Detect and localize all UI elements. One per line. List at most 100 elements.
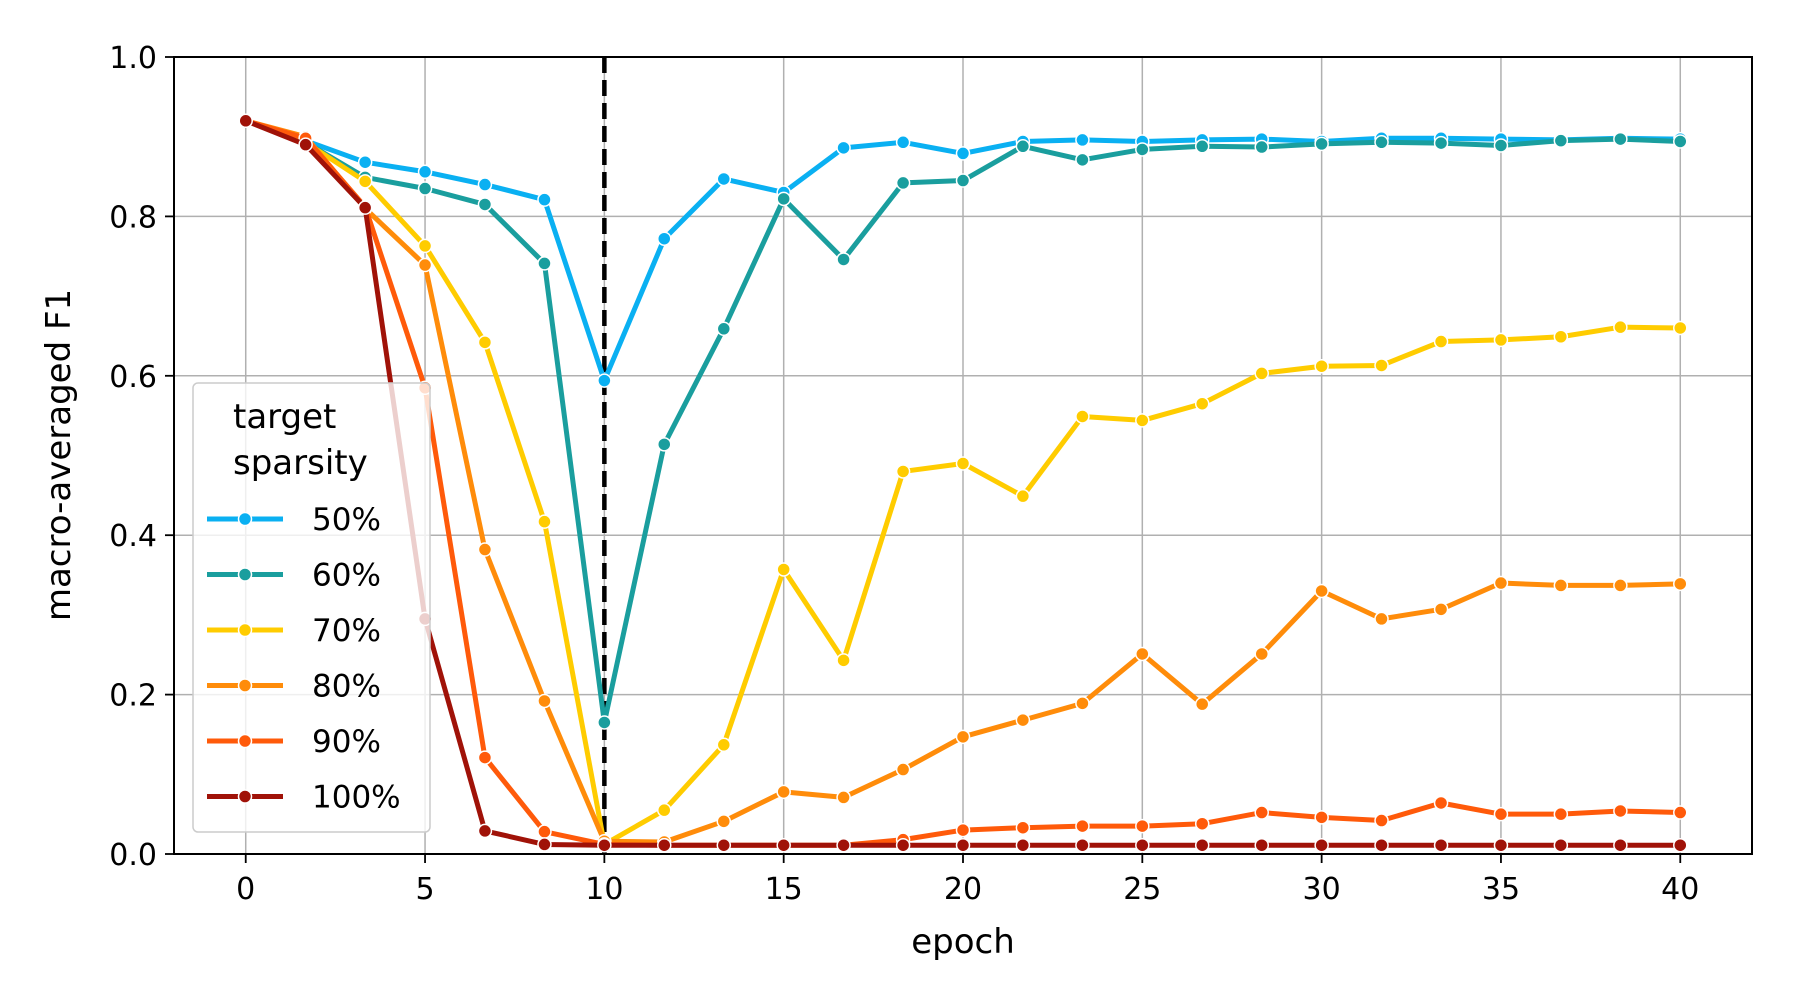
y-tick-label: 0.4 [109, 519, 157, 554]
legend-entry: 90% [207, 724, 381, 760]
data-point [955, 729, 971, 745]
data-point [895, 135, 911, 150]
series-layer [238, 113, 1688, 853]
data-point [1374, 611, 1389, 627]
data-point [417, 257, 433, 273]
data-point [1374, 358, 1389, 373]
data-point [1015, 712, 1031, 728]
data-point [1673, 134, 1688, 149]
x-tick-label: 15 [765, 872, 803, 907]
data-point [836, 653, 851, 668]
data-point [597, 837, 612, 853]
series-60-percent [238, 113, 1688, 730]
data-point [1075, 132, 1090, 148]
data-point [895, 464, 911, 479]
data-point [537, 256, 552, 271]
data-point [1135, 142, 1150, 157]
data-point [1015, 139, 1031, 154]
data-point [417, 181, 433, 196]
legend-box [192, 382, 431, 833]
data-point [1613, 578, 1628, 593]
data-point [1015, 488, 1031, 504]
data-point [357, 154, 373, 170]
legend-title-line-1: target [233, 397, 336, 437]
series-100-percent [238, 113, 1688, 853]
data-point [477, 542, 493, 557]
data-point [1493, 332, 1509, 348]
data-point [477, 335, 493, 350]
data-point [836, 140, 851, 156]
legend-label: 90% [312, 724, 381, 760]
axis-ticks: 0 5 10 15 20 25 30 35 40 0.0 0.2 0.4 0.6 0.8 1.0 [109, 41, 1699, 907]
data-point [1374, 135, 1389, 150]
data-point [1135, 646, 1150, 662]
legend-entry: 70% [207, 613, 381, 649]
data-point [1194, 816, 1210, 831]
y-tick-label: 0.6 [109, 360, 157, 395]
legend-label: 80% [312, 669, 381, 705]
x-tick-label: 40 [1661, 872, 1699, 907]
data-point [1314, 837, 1329, 853]
legend-title-line-2: sparsity [233, 443, 368, 483]
data-point [1254, 366, 1269, 381]
data-point [477, 823, 493, 839]
data-point [955, 146, 971, 161]
data-point [895, 837, 911, 853]
data-point [1553, 578, 1569, 593]
data-point [1194, 837, 1210, 853]
data-point [1493, 837, 1509, 853]
y-axis-label: macro-averaged F1 [39, 289, 79, 621]
data-point [955, 837, 971, 853]
data-point [1254, 805, 1269, 820]
data-point [657, 802, 672, 818]
data-point [1374, 837, 1389, 853]
data-point [657, 437, 672, 452]
x-tick-label: 10 [585, 872, 623, 907]
data-point [1613, 131, 1628, 147]
data-point [1433, 135, 1449, 151]
data-point [537, 824, 552, 839]
data-point [298, 137, 313, 152]
data-point [716, 171, 732, 187]
data-point [1075, 409, 1090, 424]
data-point [597, 715, 612, 730]
legend-marker [237, 678, 253, 693]
data-point [657, 837, 672, 853]
legend-entry: 100% [207, 780, 401, 816]
data-point [1194, 139, 1210, 154]
data-point [716, 321, 732, 337]
legend-entry: 50% [207, 502, 381, 538]
data-point [1433, 334, 1449, 349]
legend-marker [237, 622, 253, 638]
data-point [477, 750, 493, 765]
legend-entries: 50% 60% 70% 80% 90% 100% [207, 502, 401, 816]
data-point [1254, 837, 1269, 853]
data-point [1374, 813, 1389, 828]
data-point [597, 373, 612, 388]
data-point [1135, 837, 1150, 853]
data-point [1433, 795, 1449, 811]
data-point [1553, 837, 1569, 853]
legend-marker [237, 733, 253, 749]
data-point [716, 814, 732, 829]
legend-marker [237, 567, 253, 582]
data-point [1194, 396, 1210, 411]
data-point [1314, 358, 1329, 374]
data-point [1553, 806, 1569, 822]
legend-entry: 60% [207, 558, 381, 594]
data-point [1075, 696, 1090, 711]
data-point [417, 164, 433, 180]
data-point [955, 456, 971, 471]
data-point [1433, 837, 1449, 853]
legend-entry: 80% [207, 669, 381, 705]
data-point [716, 837, 732, 853]
data-point [1493, 806, 1509, 822]
legend-marker [237, 789, 253, 804]
data-point [1075, 818, 1090, 834]
data-point [895, 762, 911, 777]
data-point [1194, 696, 1210, 712]
data-point [477, 197, 493, 212]
x-tick-label: 20 [944, 872, 982, 907]
data-point [1135, 818, 1150, 834]
